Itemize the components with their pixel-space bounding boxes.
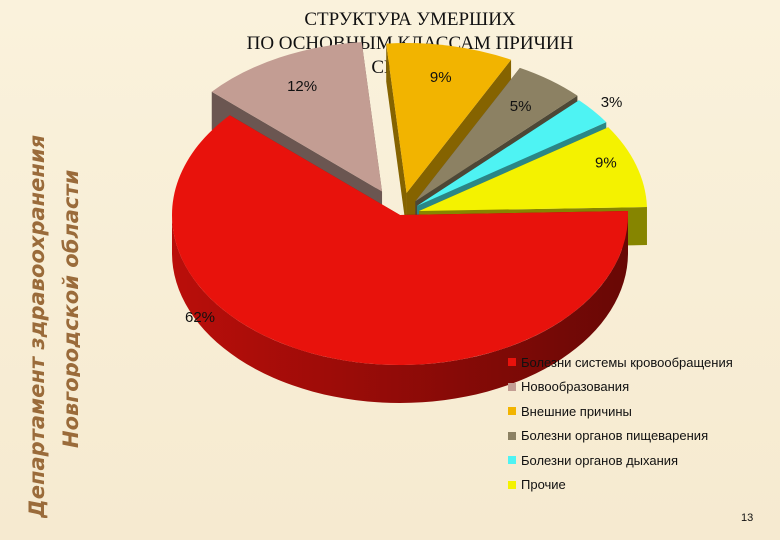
slice-percent-label: 9%	[595, 155, 617, 172]
side-title: Департамент здравоохранения Новгородской…	[4, 28, 83, 519]
slice-percent-label: 62%	[185, 309, 215, 326]
legend: Болезни системы кровообращения Новообраз…	[508, 350, 773, 497]
legend-item: Болезни органов дыхания	[508, 448, 773, 473]
legend-swatch	[508, 382, 516, 391]
legend-swatch	[508, 431, 516, 440]
chart-title-line1: СТРУКТУРА УМЕРШИХ	[304, 9, 516, 30]
legend-item: Болезни системы кровообращения	[508, 350, 773, 375]
legend-swatch	[508, 480, 516, 489]
slice-percent-label: 3%	[601, 94, 623, 111]
pie-slice	[419, 127, 647, 211]
pie-slice	[386, 43, 512, 194]
legend-label: Болезни органов дыхания	[521, 452, 679, 468]
slice-percent-label: 5%	[510, 98, 532, 115]
pie-tops: 62% 12% 9% 5% 3% 9%	[172, 42, 647, 365]
slice-outer-wall	[172, 215, 628, 403]
legend-label: Болезни системы кровообращения	[521, 354, 733, 370]
page-number: 13	[741, 512, 754, 524]
legend-item: Внешние причины	[508, 399, 773, 424]
pie-slice	[417, 100, 607, 206]
legend-item: Новообразования	[508, 375, 773, 400]
legend-swatch	[508, 358, 516, 367]
slice-percent-label: 9%	[430, 69, 452, 86]
pie-slice	[172, 115, 628, 365]
legend-swatch	[508, 456, 516, 465]
pie-slice	[211, 42, 383, 192]
side-title-line2: Новгородской области	[59, 169, 80, 448]
legend-label: Болезни органов пищеварения	[521, 428, 709, 444]
slice-wall	[386, 43, 407, 232]
pie-slice	[415, 67, 578, 202]
legend-label: Новообразования	[521, 379, 630, 395]
legend-label: Прочие	[521, 477, 566, 493]
legend-item: Болезни органов пищеварения	[508, 424, 773, 449]
side-title-svg: Департамент здравоохранения Новгородской…	[25, 135, 83, 519]
legend-label: Внешние причины	[521, 403, 632, 419]
legend-swatch	[508, 407, 516, 416]
legend-item: Прочие	[508, 473, 773, 498]
slice-percent-label: 12%	[287, 78, 317, 95]
side-title-line1: Департамент здравоохранения	[25, 135, 49, 518]
